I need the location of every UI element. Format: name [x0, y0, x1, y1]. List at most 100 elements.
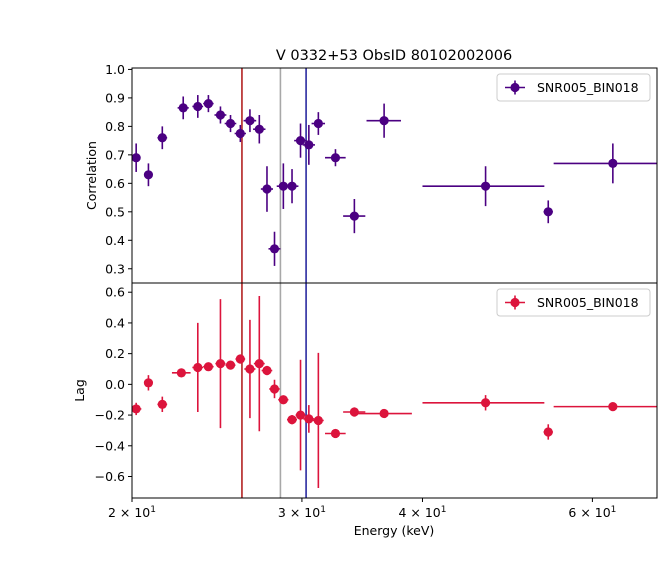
- lag-panel: −0.6 −0.4 −0.2 0.0 0.2 0.4 0.6 Lag SNR005_BIN018: [72, 282, 658, 499]
- marker: [379, 408, 389, 419]
- data-point-17: [302, 124, 315, 165]
- marker: [313, 415, 323, 426]
- marker: [543, 207, 553, 217]
- legend-marker-dot: [510, 82, 520, 93]
- correlation-y-axis-label: Correlation: [84, 141, 99, 210]
- data-point-2: [143, 375, 154, 391]
- marker: [608, 402, 618, 412]
- lag-plot-area: [132, 283, 657, 498]
- marker: [330, 428, 341, 439]
- marker: [235, 354, 245, 364]
- data-point-6: [203, 95, 214, 113]
- data-point-12: [260, 166, 274, 212]
- marker: [254, 359, 264, 369]
- marker: [132, 153, 141, 163]
- data-point-8: [224, 114, 237, 133]
- lag-y-axis-label: Lag: [72, 379, 87, 402]
- data-point-5: [192, 95, 204, 118]
- data-point-22: [422, 166, 545, 207]
- y-tick-label: 1.0: [105, 62, 125, 77]
- marker: [203, 362, 214, 372]
- marker: [295, 136, 306, 146]
- data-point-24: [553, 143, 657, 184]
- data-point-22: [422, 395, 545, 411]
- x-axis-label: Energy (keV): [354, 523, 435, 538]
- data-point-1: [132, 402, 142, 416]
- marker: [262, 184, 272, 194]
- y-tick-label: 0.4: [105, 315, 125, 330]
- marker: [215, 110, 226, 120]
- data-point-10: [244, 319, 256, 419]
- lag-y-ticks: −0.6 −0.4 −0.2 0.0 0.2 0.4 0.6: [95, 285, 132, 484]
- x-tick-label: 3 × 101: [278, 505, 326, 520]
- data-point-8: [225, 360, 236, 370]
- marker: [304, 414, 314, 424]
- data-point-21: [354, 408, 412, 419]
- data-point-18: [311, 112, 326, 135]
- data-point-10: [243, 109, 257, 133]
- y-tick-label: 0.0: [105, 377, 125, 392]
- marker: [193, 362, 203, 373]
- legend-label: SNR005_BIN018: [537, 80, 639, 95]
- legend-box: [496, 288, 651, 317]
- legend-box: [496, 73, 651, 102]
- legend-marker-dot: [510, 297, 520, 308]
- data-point-19: [325, 149, 346, 167]
- x-tick-label: 4 × 101: [398, 505, 446, 520]
- data-point-16: [294, 123, 307, 158]
- y-tick-label: −0.2: [95, 408, 125, 423]
- data-point-15: [286, 415, 298, 425]
- marker: [225, 360, 236, 370]
- y-tick-label: 0.5: [105, 204, 125, 219]
- correlation-y-ticks: 0.3 0.4 0.5 0.6 0.7 0.8 0.9 1.0: [105, 62, 132, 276]
- y-tick-label: 0.6: [105, 176, 125, 191]
- data-point-24: [553, 402, 657, 412]
- data-point-7: [214, 106, 227, 124]
- legend-label: SNR005_BIN018: [537, 295, 639, 310]
- data-point-15: [285, 169, 299, 204]
- marker: [480, 398, 491, 408]
- marker: [157, 133, 167, 143]
- marker: [278, 181, 288, 191]
- y-tick-label: 0.2: [105, 346, 125, 361]
- data-point-17: [303, 405, 315, 433]
- data-point-13: [268, 231, 281, 266]
- y-tick-label: 0.6: [105, 285, 125, 300]
- data-point-1: [132, 143, 141, 172]
- data-point-23: [543, 424, 553, 440]
- data-point-3: [157, 126, 168, 150]
- marker: [379, 116, 389, 126]
- data-point-4: [171, 368, 191, 378]
- marker: [480, 181, 491, 191]
- marker: [269, 244, 280, 254]
- marker: [330, 153, 341, 163]
- marker: [225, 118, 236, 129]
- marker: [543, 427, 553, 437]
- marker: [157, 399, 167, 409]
- chart-title: V 0332+53 ObsID 80102002006: [276, 48, 512, 64]
- data-point-21: [366, 103, 401, 138]
- marker: [287, 181, 297, 191]
- y-tick-label: −0.4: [95, 438, 125, 453]
- data-point-12: [261, 365, 273, 376]
- marker: [178, 103, 188, 113]
- marker: [287, 415, 297, 425]
- marker: [235, 128, 245, 139]
- data-point-3: [157, 396, 168, 412]
- y-tick-label: 0.3: [105, 261, 125, 276]
- y-tick-label: 0.7: [105, 147, 125, 162]
- correlation-plot-area: [132, 68, 657, 283]
- marker: [278, 395, 288, 405]
- data-point-7: [215, 299, 226, 429]
- marker: [608, 158, 618, 168]
- data-point-13: [269, 379, 280, 399]
- x-axis-ticks: 2 × 101 3 × 101 4 × 101 6 × 101: [108, 498, 616, 520]
- marker: [215, 359, 226, 369]
- marker: [349, 211, 359, 221]
- y-tick-label: 0.4: [105, 233, 125, 248]
- correlation-panel: 0.3 0.4 0.5 0.6 0.7 0.8 0.9 1.0 Correlation SNR00…: [84, 62, 658, 284]
- data-point-5: [192, 322, 204, 412]
- marker: [143, 378, 154, 388]
- y-tick-label: −0.6: [95, 469, 125, 484]
